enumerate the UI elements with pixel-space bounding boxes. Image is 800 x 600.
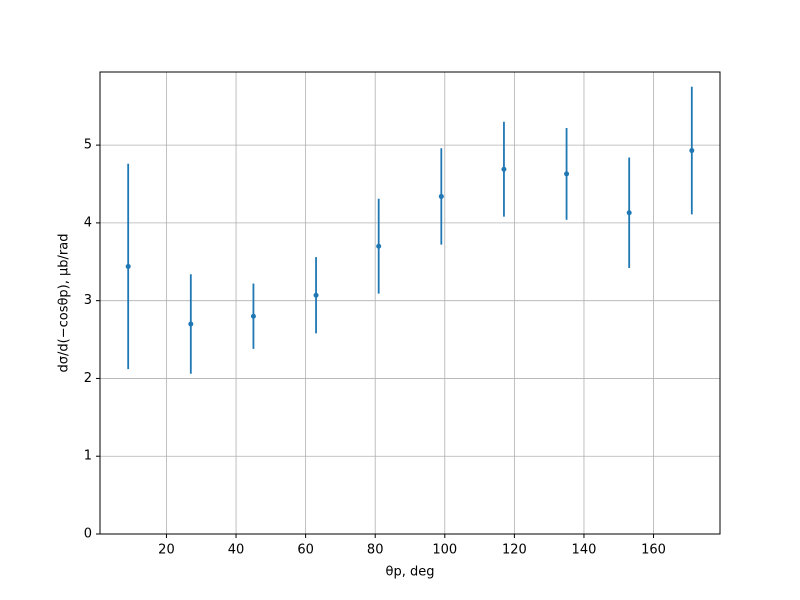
y-tick-label: 1 [84, 449, 92, 464]
x-tick-label: 120 [502, 543, 527, 558]
y-axis-label: dσ/d(−cosθp), μb/rad [57, 234, 72, 373]
point [689, 148, 695, 154]
x-tick-label: 100 [432, 543, 457, 558]
point [438, 193, 444, 199]
point [501, 166, 507, 172]
point [125, 263, 131, 269]
x-tick-label: 160 [641, 543, 666, 558]
point [626, 210, 632, 216]
y-tick-label: 3 [84, 293, 92, 308]
x-tick-label: 60 [297, 543, 314, 558]
plot-frame [99, 71, 721, 535]
point [313, 292, 319, 298]
point [250, 313, 256, 319]
x-tick-label: 80 [367, 543, 384, 558]
y-tick-label: 5 [84, 138, 92, 153]
point [376, 243, 382, 249]
point [188, 321, 194, 327]
x-axis-label: θp, deg [386, 565, 435, 580]
point [564, 171, 570, 177]
y-tick-label: 2 [84, 371, 92, 386]
y-tick-label: 4 [84, 215, 92, 230]
x-tick-label: 20 [158, 543, 175, 558]
y-tick-label: 0 [84, 527, 92, 542]
x-tick-label: 40 [228, 543, 245, 558]
x-tick-label: 140 [572, 543, 597, 558]
